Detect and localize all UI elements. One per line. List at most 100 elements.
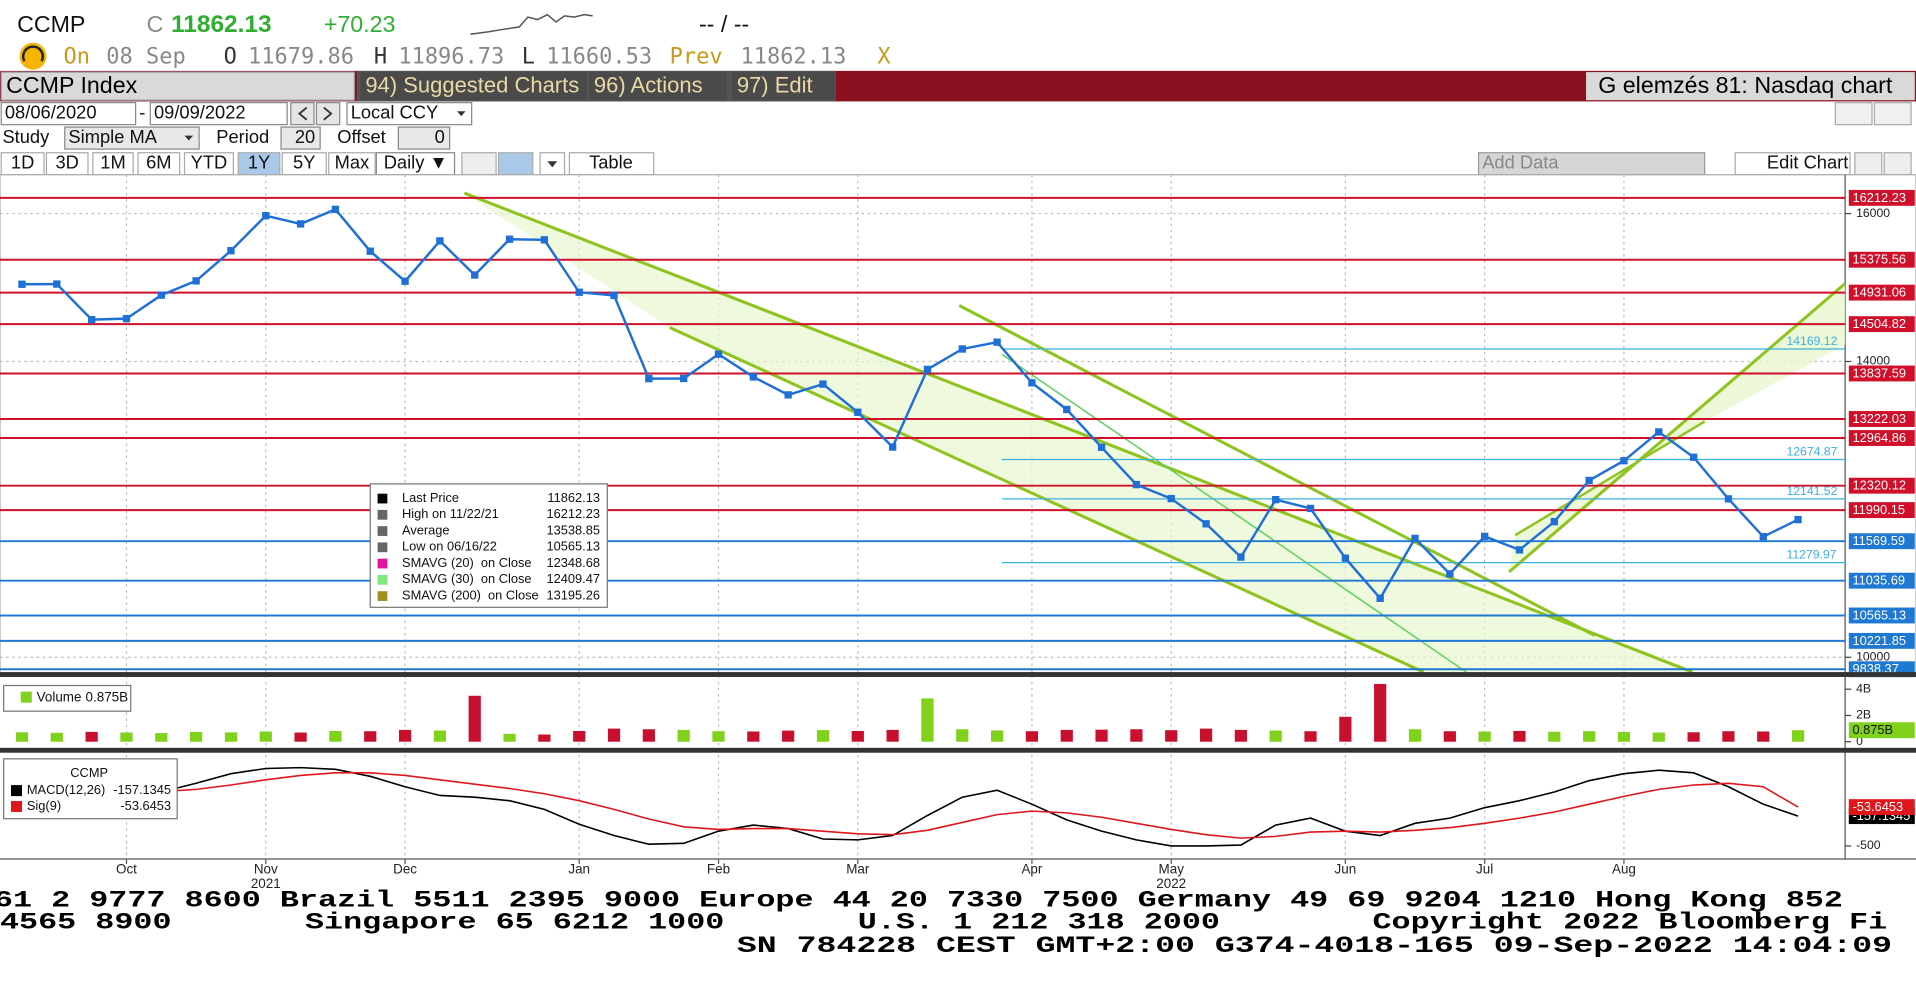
legend-swatch — [10, 800, 22, 812]
price-marker — [749, 373, 757, 381]
chart-options[interactable] — [1883, 152, 1912, 176]
price-marker — [784, 391, 792, 399]
volume-bar — [190, 732, 203, 742]
volume-bar — [1234, 729, 1247, 742]
level-label: 12320.12 — [1852, 478, 1906, 493]
footer-line: 4565 8900 Singapore 65 6212 1000 U.S. 1 … — [0, 910, 1887, 936]
x-tick-label: May — [1159, 862, 1185, 877]
legend-value: 16212.23 — [546, 506, 600, 521]
legend-box — [3, 758, 178, 820]
prev-label: Prev — [670, 44, 723, 69]
grid — [0, 174, 1846, 860]
price-marker — [296, 220, 305, 228]
level-tag — [1848, 430, 1915, 446]
x-tick-label: Aug — [1612, 862, 1636, 877]
volume-chart: 4B 2B 0 Volume 0.875B 0.875B — [3, 681, 1915, 748]
volume-bar — [433, 730, 447, 742]
range-label: 1M — [100, 152, 125, 173]
status-icon-gauge — [22, 45, 44, 62]
bar-style-button[interactable] — [497, 152, 534, 176]
edit-chart: Edit Chart — [1767, 152, 1848, 173]
study-box[interactable] — [64, 126, 200, 150]
low: 11660.53 — [546, 44, 652, 69]
volume-bar — [816, 730, 830, 742]
volume-bar — [120, 732, 133, 742]
price-marker — [888, 443, 897, 451]
volume-bar — [1687, 732, 1700, 742]
x-tick-label: Feb — [707, 862, 730, 877]
legend: Last Price 11862.13 High on 11/22/21 16212.… — [377, 490, 600, 602]
chart-settings[interactable] — [1854, 152, 1883, 176]
legend-swatch — [377, 526, 388, 536]
menu-button[interactable] — [360, 72, 587, 101]
price-marker — [1202, 520, 1210, 528]
y-tick-label: 10000 — [1856, 649, 1890, 663]
security-box[interactable] — [0, 71, 355, 101]
volume-bar — [677, 729, 690, 742]
volume-bar — [1025, 731, 1039, 742]
menu-button[interactable] — [731, 72, 835, 101]
trend-line — [1508, 282, 1847, 574]
trend-line — [1001, 353, 1467, 673]
offset-box[interactable] — [397, 126, 451, 150]
volume-bar — [1269, 730, 1282, 742]
price-marker — [227, 247, 235, 255]
footer-line: 61 2 9777 8600 Brazil 5511 2395 9000 Eur… — [0, 888, 1843, 914]
dropdown-arrow — [184, 135, 194, 141]
price-marker — [1655, 428, 1663, 436]
level-label: 11990.15 — [1852, 502, 1905, 517]
price-marker — [1306, 504, 1315, 513]
volume-bar — [1130, 729, 1143, 742]
legend-name: Low on 06/16/22 — [402, 539, 497, 554]
range-label: 6M — [146, 152, 171, 173]
next-button[interactable] — [315, 102, 341, 126]
price-marker — [192, 277, 200, 285]
volume-bar — [782, 730, 795, 742]
bid-ask: -- / -- — [699, 11, 749, 37]
volume-bar — [294, 732, 307, 742]
legend-name: SMAVG (20) on Close — [402, 555, 532, 570]
volume-bar — [15, 732, 29, 742]
legend-name: Average — [402, 522, 450, 537]
price-marker — [53, 280, 61, 288]
price-marker — [157, 291, 165, 299]
x-tick-label: Jul — [1476, 862, 1493, 877]
menu-button[interactable] — [588, 72, 728, 101]
level-label: 11279.97 — [1786, 548, 1836, 562]
next-arrow — [323, 106, 333, 121]
price-marker — [1480, 532, 1489, 541]
level-tag — [1848, 502, 1915, 519]
volume-bar — [50, 732, 63, 742]
prev-button[interactable] — [290, 102, 315, 126]
ticker: CCMP — [17, 11, 85, 37]
price-marker — [1411, 534, 1419, 543]
redo-button[interactable] — [1873, 102, 1912, 126]
end-date-box[interactable] — [149, 102, 288, 126]
panel-separator — [0, 747, 1916, 753]
quote-date: 08 Sep — [106, 44, 185, 69]
legend-name: Last Price — [402, 490, 459, 505]
start-date-box[interactable] — [0, 102, 137, 126]
volume-bar — [607, 728, 621, 742]
x-tick-label: Nov — [254, 862, 278, 877]
level-label: 14504.82 — [1852, 316, 1906, 331]
volume-bar — [1095, 729, 1108, 742]
x-tick-label: Jun — [1335, 862, 1357, 877]
volume-bar — [921, 698, 934, 742]
volume-bar — [1060, 729, 1073, 742]
legend-swatch — [377, 542, 388, 553]
volume-bar — [712, 731, 725, 742]
trend-line — [463, 191, 1693, 674]
price-marker — [1167, 494, 1175, 503]
legend-value: 0.875B — [86, 689, 129, 704]
close-button[interactable]: X — [877, 44, 891, 69]
currency-box[interactable] — [346, 102, 473, 126]
price-marker — [540, 236, 549, 244]
legend-value: 13195.26 — [546, 587, 600, 602]
price-chart: 16000 14000 10000 14169.12 12674.87 12141.52 1… — [0, 190, 1915, 678]
price-marker — [1585, 476, 1593, 485]
line-style-button[interactable] — [461, 152, 497, 176]
undo-button[interactable] — [1834, 102, 1873, 126]
legend-swatch — [20, 691, 32, 703]
period-box[interactable] — [280, 126, 321, 150]
